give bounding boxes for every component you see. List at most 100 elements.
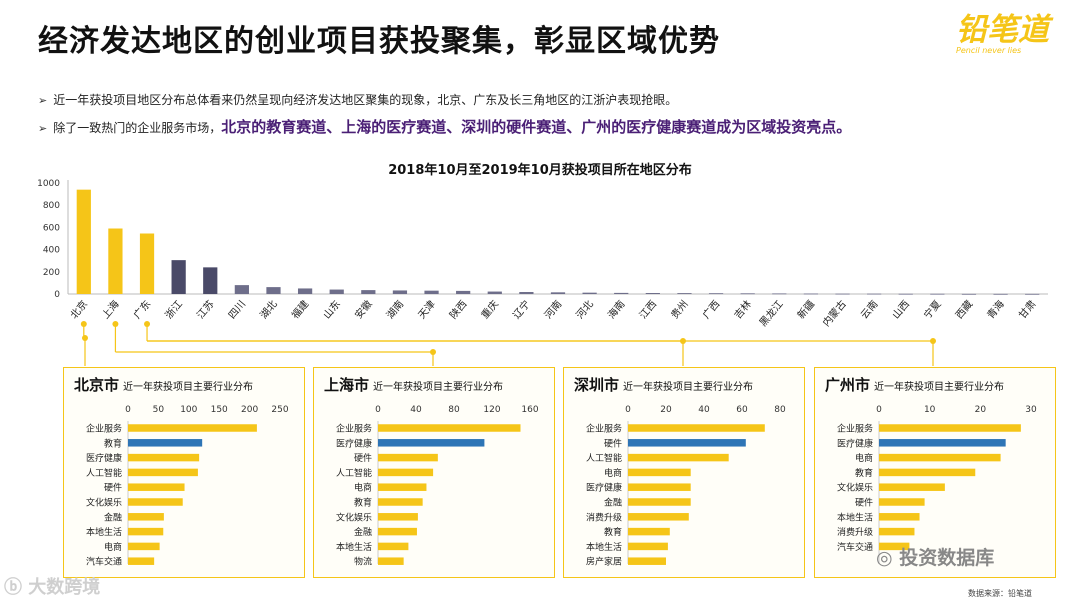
- y-tick-label: 1000: [37, 179, 60, 189]
- panel-bar-医疗健康: [378, 439, 485, 447]
- bar-江西: [645, 293, 660, 294]
- panel-bar-硬件: [628, 439, 746, 447]
- panel-bar-电商: [879, 453, 1001, 462]
- bar-黑龙江: [772, 293, 787, 295]
- bar-河北: [582, 292, 597, 294]
- panel-bar-文化娱乐: [879, 483, 945, 491]
- panel-city-title: 北京市: [74, 376, 119, 394]
- brand-logo: 铅笔道 Pencil never lies: [956, 12, 1054, 55]
- bullet-line-2: ➢ 除了一致热门的企业服务市场，北京的教育赛道、上海的医疗赛道、深圳的硬件赛道、广…: [38, 116, 851, 137]
- bar-甘肃: [1025, 293, 1040, 295]
- panel-bar-金融: [378, 527, 417, 536]
- bar-云南: [867, 293, 882, 295]
- bullet-1-text: 近一年获投项目地区分布总体看来仍然呈现向经济发达地区聚集的现象，北京、广东及长三…: [53, 93, 678, 107]
- panel-category-label: 硬件: [604, 437, 622, 449]
- panel-category-label: 医疗健康: [837, 437, 873, 449]
- y-tick-label: 800: [43, 201, 60, 211]
- panel-bar-企业服务: [879, 424, 1021, 432]
- panel-category-label: 硬件: [855, 497, 873, 509]
- panel-category-label: 医疗健康: [336, 437, 372, 449]
- panel-bar-人工智能: [628, 453, 729, 462]
- bar-宁夏: [930, 293, 945, 295]
- bar-新疆: [803, 293, 819, 295]
- x-tick-label: 湖南: [383, 298, 406, 322]
- x-tick-label: 四川: [227, 299, 248, 321]
- bar-内蒙古: [835, 293, 850, 295]
- panel-bar-硬件: [378, 453, 438, 462]
- panel-bar-本地生活: [378, 542, 409, 551]
- panel-subtitle: 近一年获投项目主要行业分布: [874, 380, 1004, 393]
- panel-bar-企业服务: [128, 424, 257, 432]
- panel-category-label: 金融: [354, 526, 372, 538]
- panel-category-label: 人工智能: [86, 467, 122, 479]
- bar-山西: [898, 293, 913, 295]
- panel-category-label: 本地生活: [336, 541, 372, 553]
- x-tick-label: 广东: [131, 298, 154, 322]
- x-tick-label: 江苏: [194, 298, 217, 322]
- bar-上海: [108, 228, 123, 294]
- panel-category-label: 企业服务: [837, 423, 873, 435]
- x-tick-label: 海南: [605, 298, 628, 322]
- bar-福建: [297, 288, 313, 294]
- bar-辽宁: [519, 292, 534, 294]
- panel-x-tick: 80: [774, 405, 786, 415]
- panel-bar-消费升级: [879, 527, 915, 536]
- panel-bar-电商: [378, 483, 427, 491]
- panel-x-tick: 0: [125, 405, 131, 415]
- watermark-right: ◎ 投资数据库: [876, 547, 995, 569]
- x-tick-label: 山西: [890, 298, 912, 321]
- panel-x-tick: 160: [521, 405, 538, 415]
- bar-西藏: [961, 293, 977, 295]
- bar-广西: [708, 293, 724, 295]
- panel-category-label: 医疗健康: [86, 452, 122, 464]
- panel-category-label: 金融: [104, 511, 122, 523]
- bar-四川: [234, 285, 249, 294]
- panel-category-label: 文化娱乐: [336, 511, 372, 523]
- bar-重庆: [487, 291, 502, 294]
- y-tick-label: 600: [43, 223, 60, 233]
- panel-bar-文化娱乐: [378, 513, 418, 521]
- x-tick-label: 福建: [289, 298, 312, 322]
- bar-青海: [993, 293, 1008, 295]
- panel-category-label: 本地生活: [586, 541, 622, 553]
- x-tick-label: 北京: [67, 298, 90, 322]
- x-tick-label: 广西: [700, 298, 722, 321]
- panel-category-label: 企业服务: [86, 423, 122, 435]
- panel-x-tick: 200: [241, 405, 258, 415]
- panel-x-tick: 40: [410, 405, 422, 415]
- bar-江苏: [203, 267, 218, 294]
- x-tick-label: 青海: [984, 298, 1007, 322]
- panel-category-label: 电商: [354, 482, 372, 494]
- bar-浙江: [171, 260, 186, 294]
- panel-x-tick: 20: [660, 405, 672, 415]
- panel-category-label: 人工智能: [336, 467, 372, 479]
- bullet-2-highlight: 北京的教育赛道、上海的医疗赛道、深圳的硬件赛道、广州的医疗健康赛道成为区域投资亮…: [221, 118, 852, 136]
- bullet-arrow-icon: ➢: [38, 94, 48, 107]
- svg-text:铅笔道: 铅笔道: [956, 12, 1054, 48]
- panel-category-label: 企业服务: [586, 423, 622, 435]
- bar-安徽: [361, 290, 376, 294]
- x-tick-label: 江西: [637, 298, 659, 321]
- panel-category-label: 汽车交通: [837, 541, 873, 553]
- panel-category-label: 人工智能: [586, 452, 622, 464]
- x-tick-label: 宁夏: [921, 298, 944, 322]
- guangzhou-industry-panel: 广州市 近一年获投项目主要行业分布 0 10 20 30 企业服务 医疗健康 电商 教育 文化娱乐硬…: [814, 367, 1056, 578]
- panel-category-label: 硬件: [354, 452, 372, 464]
- panel-city-title: 上海市: [324, 376, 369, 394]
- panel-x-tick: 0: [625, 405, 631, 415]
- x-tick-label: 安徽: [352, 298, 375, 322]
- panel-bar-本地生活: [628, 542, 668, 551]
- panel-category-label: 电商: [104, 541, 122, 553]
- watermark-left: ⓑ 大数跨境: [4, 577, 101, 598]
- panel-bar-人工智能: [378, 468, 434, 477]
- x-tick-label: 西藏: [953, 298, 975, 321]
- panel-x-tick: 120: [483, 405, 500, 415]
- panel-x-tick: 50: [153, 405, 165, 415]
- panel-x-tick: 100: [180, 405, 197, 415]
- panel-x-tick: 30: [1025, 405, 1037, 415]
- panel-subtitle: 近一年获投项目主要行业分布: [623, 380, 753, 393]
- x-tick-label: 河北: [574, 298, 596, 321]
- panel-bar-医疗健康: [879, 439, 1006, 447]
- panel-bar-人工智能: [128, 468, 198, 477]
- x-tick-label: 辽宁: [510, 298, 533, 322]
